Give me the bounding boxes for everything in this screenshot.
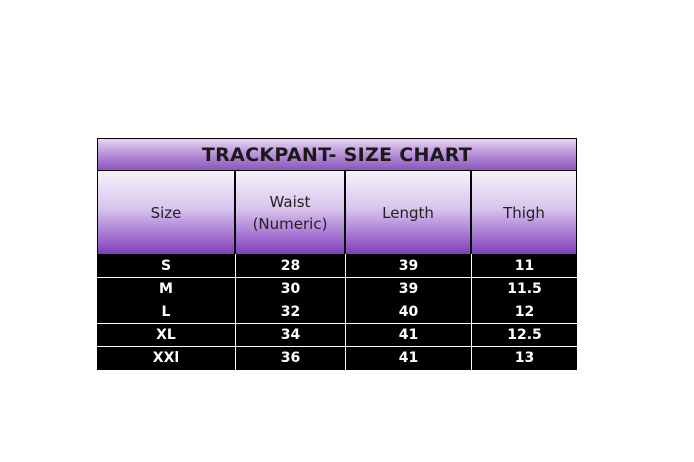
table-cell: 41 [398, 326, 419, 343]
table-cell: 11.5 [507, 280, 542, 297]
table-cell: 28 [280, 257, 301, 274]
table-cell: 39 [398, 257, 419, 274]
table-cell: 11 [514, 257, 535, 274]
column-divider [471, 254, 472, 370]
header-length: Length [346, 171, 470, 254]
table-cell: XL [156, 326, 176, 343]
row-divider [97, 323, 577, 324]
column-divider [345, 254, 346, 370]
table-cell: XXl [152, 349, 180, 366]
row-divider [97, 346, 577, 347]
table-cell: 12 [514, 303, 535, 320]
table-cell: 34 [280, 326, 301, 343]
size-chart-table: TRACKPANT- SIZE CHART Size Waist (Numeric… [97, 138, 577, 370]
table-cell: 30 [280, 280, 301, 297]
header-waist: Waist (Numeric) [236, 171, 344, 254]
table-cell: 32 [280, 303, 301, 320]
table-cell: L [161, 303, 171, 320]
table-cell: 13 [514, 349, 535, 366]
table-cell: S [160, 257, 172, 274]
table-cell: 36 [280, 349, 301, 366]
table-cell: M [159, 280, 173, 297]
row-divider [97, 277, 577, 278]
column-divider [235, 254, 236, 370]
header-waist-line2: (Numeric) [252, 214, 328, 233]
header-thigh: Thigh [472, 171, 576, 254]
header-size: Size [98, 171, 234, 254]
table-cell: 41 [398, 349, 419, 366]
table-title: TRACKPANT- SIZE CHART [98, 139, 576, 170]
table-cell: 39 [398, 280, 419, 297]
table-cell: 12.5 [507, 326, 542, 343]
table-cell: 40 [398, 303, 419, 320]
header-waist-line1: Waist [269, 192, 311, 211]
